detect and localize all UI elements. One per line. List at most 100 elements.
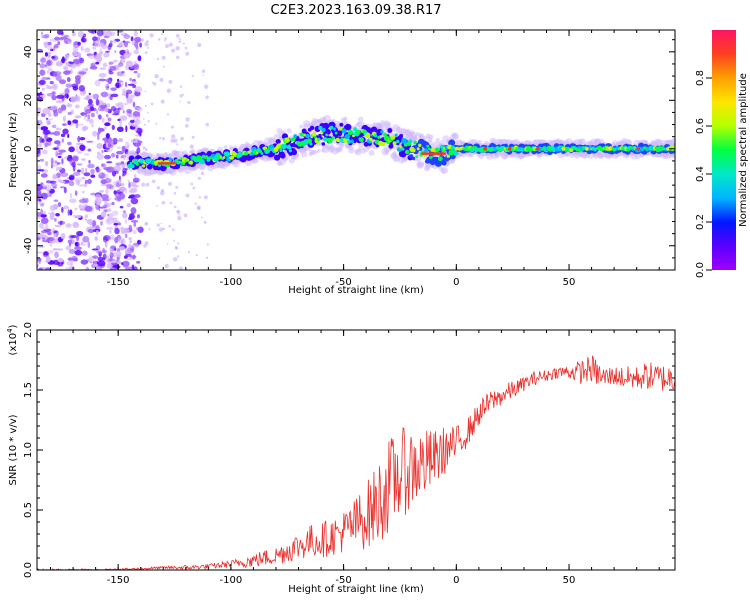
noise-speckle [142, 146, 146, 150]
ridge-core [380, 130, 384, 134]
noise-speckle [102, 247, 105, 253]
noise-speckle [59, 186, 65, 189]
noise-speckle [49, 244, 53, 247]
noise-speckle [57, 41, 61, 46]
noise-speckle [176, 143, 179, 146]
noise-speckle [164, 37, 168, 41]
noise-speckle [133, 60, 137, 66]
noise-speckle [38, 245, 45, 248]
noise-speckle [178, 40, 182, 44]
noise-speckle [117, 30, 124, 33]
noise-speckle [50, 183, 58, 187]
noise-speckle [126, 113, 130, 116]
ridge-core [222, 156, 226, 159]
noise-speckle [68, 198, 77, 204]
noise-speckle [169, 201, 173, 205]
ridge-core [390, 134, 396, 140]
noise-speckle [76, 230, 84, 237]
noise-speckle [145, 40, 149, 43]
noise-speckle [65, 245, 72, 251]
noise-speckle [97, 133, 100, 141]
ridge-core [141, 164, 146, 168]
noise-speckle [139, 42, 143, 48]
noise-speckle [71, 50, 78, 57]
ridge-core [199, 158, 205, 165]
ridge-halo [198, 162, 207, 171]
noise-speckle [95, 61, 100, 65]
noise-speckle [125, 125, 128, 133]
ridge-peak [666, 146, 670, 151]
noise-speckle [203, 84, 209, 89]
noise-speckle [166, 88, 172, 94]
noise-speckle [114, 103, 121, 107]
noise-speckle [152, 82, 157, 86]
noise-speckle [55, 100, 64, 104]
noise-speckle [96, 30, 104, 37]
noise-speckle [41, 93, 46, 99]
noise-speckle [77, 135, 81, 143]
noise-speckle [62, 115, 66, 123]
noise-speckle [74, 115, 82, 119]
noise-speckle [85, 108, 92, 114]
noise-speckle [37, 192, 42, 198]
ridge-body [321, 142, 326, 146]
noise-speckle [131, 81, 138, 85]
noise-speckle [104, 147, 110, 150]
noise-speckle [53, 233, 57, 238]
noise-speckle [55, 212, 60, 217]
noise-speckle [116, 80, 123, 83]
noise-speckle [105, 83, 110, 91]
noise-speckle [171, 134, 176, 139]
noise-speckle [38, 119, 43, 126]
noise-speckle [87, 148, 92, 152]
noise-speckle [126, 108, 133, 114]
noise-speckle [203, 220, 207, 224]
snr-ytick-label: 1.0 [23, 442, 34, 458]
noise-speckle [191, 74, 194, 78]
ridge-halo [344, 116, 348, 121]
noise-speckle [85, 167, 88, 173]
noise-speckle [92, 36, 98, 42]
spectrogram-panel: -150 -100 -50 0 50 -40 -20 0 20 40 Height of stra… [8, 29, 676, 296]
noise-speckle [41, 35, 49, 39]
noise-speckle [166, 113, 170, 116]
noise-speckle [44, 52, 49, 57]
noise-speckle [136, 107, 143, 112]
noise-speckle [105, 114, 109, 118]
ridge-halo [670, 137, 675, 146]
noise-speckle [74, 207, 78, 211]
noise-speckle [106, 226, 114, 231]
noise-speckle [70, 68, 73, 75]
noise-speckle [126, 145, 130, 148]
noise-speckle [144, 90, 147, 93]
noise-speckle [130, 219, 139, 223]
ridge-core [317, 137, 321, 141]
noise-speckle [74, 75, 81, 81]
noise-speckle [128, 224, 133, 232]
noise-speckle [107, 79, 112, 85]
ridge-core [344, 133, 350, 140]
noise-speckle [77, 169, 81, 173]
noise-speckle [97, 127, 102, 134]
noise-speckle [148, 228, 151, 231]
ridge-core [413, 140, 417, 145]
ridge-body [411, 156, 416, 161]
noise-speckle [105, 166, 114, 173]
noise-speckle [118, 42, 122, 47]
noise-speckle [39, 158, 45, 162]
noise-speckle [174, 245, 178, 250]
ridge-halo [268, 138, 275, 146]
noise-speckle [114, 82, 122, 89]
noise-speckle [177, 242, 180, 245]
noise-speckle [156, 223, 160, 227]
noise-speckle [136, 146, 141, 154]
noise-speckle [45, 117, 49, 120]
noise-speckle [39, 63, 45, 69]
ridge-core [411, 148, 416, 153]
noise-speckle [76, 234, 80, 242]
noise-speckle [56, 248, 64, 251]
ridge-halo [451, 132, 460, 140]
noise-speckle [114, 196, 122, 201]
noise-speckle [100, 163, 107, 168]
ridge-halo [450, 157, 456, 164]
